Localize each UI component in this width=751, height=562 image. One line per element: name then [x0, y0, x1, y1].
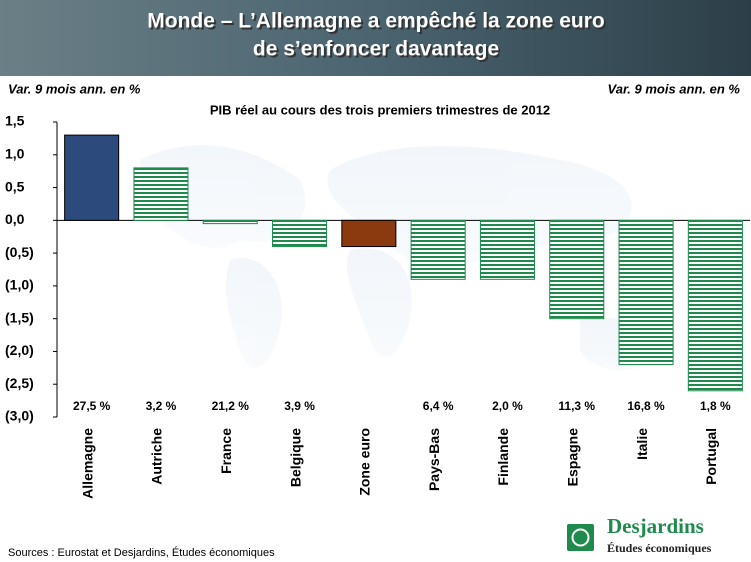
x-tick-label: Pays-Bas: [426, 428, 442, 491]
x-tick-label: Belgique: [287, 428, 303, 487]
y-tick-label: (2,5): [5, 375, 34, 391]
bar-annotation: 2,0 %: [492, 399, 523, 413]
y-tick-label: (3,0): [5, 408, 34, 424]
source-note: Sources : Eurostat et Desjardins, Études…: [8, 546, 275, 559]
bar: [550, 220, 604, 318]
y-tick-label: (1,0): [5, 277, 34, 293]
bar-annotation: 1,8 %: [700, 399, 731, 413]
y-axis-label: Var. 9 mois ann. en %: [608, 81, 741, 96]
chart-title: de s’enfoncer davantage: [253, 38, 499, 61]
x-tick-label: Autriche: [149, 428, 165, 485]
bar-annotation: 16,8 %: [627, 399, 665, 413]
bar: [619, 220, 673, 364]
bar-annotation: 3,2 %: [146, 399, 177, 413]
bar: [134, 168, 188, 220]
chart: Monde – L’Allemagne a empêché la zone eu…: [0, 0, 751, 562]
y-tick-label: 1,5: [5, 113, 25, 129]
chart-title: Monde – L’Allemagne a empêché la zone eu…: [147, 10, 604, 33]
bar-annotation: 3,9 %: [284, 399, 315, 413]
x-tick-label: Italie: [634, 428, 650, 460]
logo-name: Desjardins: [607, 514, 704, 538]
chart-subtitle: PIB réel au cours des trois premiers tri…: [210, 102, 550, 117]
bar: [342, 220, 396, 246]
bar: [480, 220, 534, 279]
y-tick-label: 0,5: [5, 178, 25, 194]
bar-annotation: 11,3 %: [558, 399, 595, 413]
y-tick-label: (2,0): [5, 342, 34, 358]
x-tick-label: Espagne: [564, 428, 580, 487]
logo-subtitle: Études économiques: [607, 541, 712, 555]
bar: [203, 220, 257, 223]
x-tick-label: Portugal: [703, 428, 719, 485]
bar: [411, 220, 465, 279]
bar-annotation: 21,2 %: [212, 399, 250, 413]
y-tick-label: 0,0: [5, 211, 25, 227]
bar-annotation: 27,5 %: [73, 399, 111, 413]
bar: [688, 220, 742, 390]
bar: [65, 135, 119, 220]
logo-icon: [567, 524, 594, 551]
bar: [273, 220, 327, 246]
x-tick-label: Allemagne: [79, 428, 95, 499]
y-tick-label: (1,5): [5, 309, 34, 325]
y-tick-label: (0,5): [5, 244, 34, 260]
x-tick-label: Finlande: [495, 428, 511, 486]
bar-annotation: 6,4 %: [423, 399, 454, 413]
y-axis-label: Var. 9 mois ann. en %: [8, 81, 141, 96]
x-tick-label: Zone euro: [357, 428, 373, 496]
y-tick-label: 1,0: [5, 145, 25, 161]
x-tick-label: France: [218, 428, 234, 474]
